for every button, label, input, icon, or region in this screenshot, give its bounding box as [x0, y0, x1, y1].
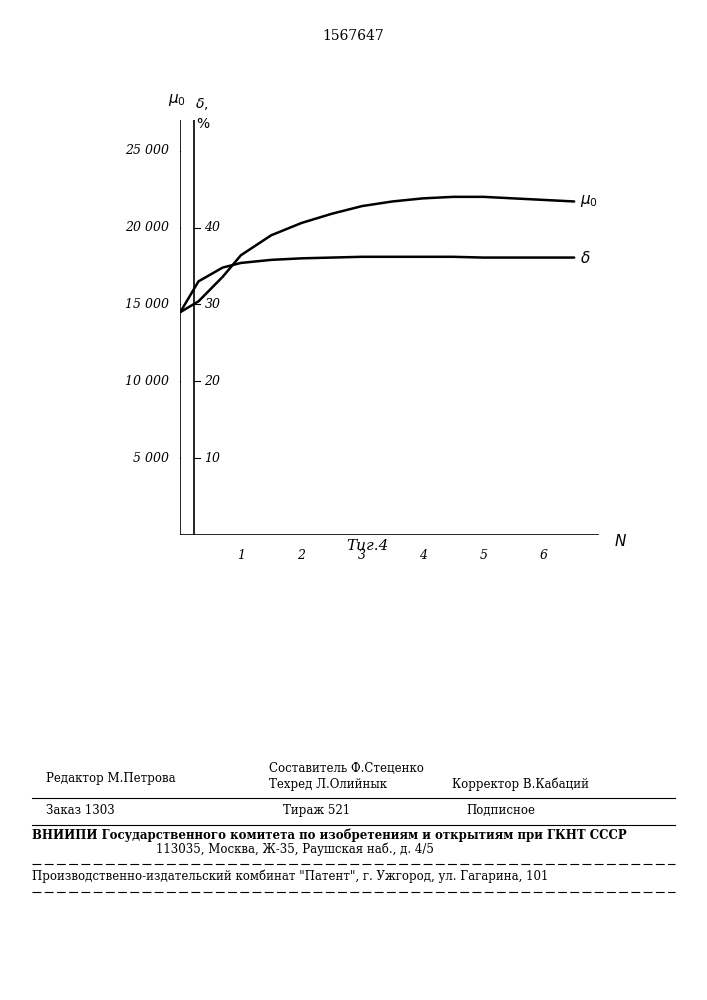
Text: Тираж 521: Тираж 521: [283, 804, 350, 817]
Text: 20 000: 20 000: [125, 221, 170, 234]
Text: 4: 4: [419, 549, 427, 562]
Text: 5 000: 5 000: [134, 452, 170, 465]
Text: $\delta,$: $\delta,$: [195, 96, 209, 112]
Text: 15 000: 15 000: [125, 298, 170, 311]
Text: $\%$: $\%$: [196, 117, 211, 131]
Text: $\mu_0$: $\mu_0$: [168, 92, 186, 108]
Text: 10: 10: [204, 452, 221, 465]
Text: 113035, Москва, Ж-35, Раушская наб., д. 4/5: 113035, Москва, Ж-35, Раушская наб., д. …: [156, 842, 433, 856]
Text: 30: 30: [204, 298, 221, 311]
Text: Τиг.4: Τиг.4: [346, 539, 389, 553]
Text: 40: 40: [204, 221, 221, 234]
Text: 25 000: 25 000: [125, 144, 170, 157]
Text: 2: 2: [298, 549, 305, 562]
Text: Техред Л.Олийнык: Техред Л.Олийнык: [269, 778, 387, 791]
Text: $\delta$: $\delta$: [580, 250, 591, 266]
Text: 1: 1: [237, 549, 245, 562]
Text: Заказ 1303: Заказ 1303: [46, 804, 115, 817]
Text: Составитель Ф.Стеценко: Составитель Ф.Стеценко: [269, 762, 423, 775]
Text: Подписное: Подписное: [467, 804, 536, 817]
Text: 3: 3: [358, 549, 366, 562]
Text: 10 000: 10 000: [125, 375, 170, 388]
Text: $\mu_0$: $\mu_0$: [580, 193, 598, 209]
Text: 1567647: 1567647: [322, 29, 385, 43]
Text: Редактор М.Петрова: Редактор М.Петрова: [46, 772, 175, 785]
Text: Корректор В.Кабаций: Корректор В.Кабаций: [452, 778, 590, 791]
Text: 6: 6: [540, 549, 548, 562]
Text: ВНИИПИ Государственного комитета по изобретениям и открытиям при ГКНТ СССР: ВНИИПИ Государственного комитета по изоб…: [32, 828, 626, 842]
Text: 20: 20: [204, 375, 221, 388]
Text: Производственно-издательский комбинат "Патент", г. Ужгород, ул. Гагарина, 101: Производственно-издательский комбинат "П…: [32, 869, 548, 883]
Text: $N$: $N$: [614, 533, 626, 549]
Text: 5: 5: [479, 549, 487, 562]
